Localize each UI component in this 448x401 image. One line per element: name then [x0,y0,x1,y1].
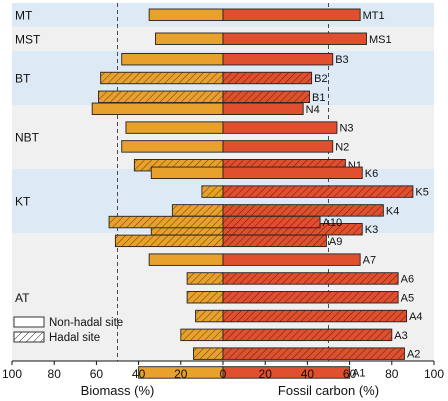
bar-fossil-a6 [222,272,399,285]
bar-biomass-n4 [91,102,224,116]
x-tick-label: 100 [2,367,22,381]
bar-label-a7: A7 [363,255,376,267]
legend-swatch-hadal [13,331,45,343]
legend-swatch-non-hadal [13,316,45,328]
bar-fossil-a9 [222,234,327,248]
bar-label-k3: K3 [365,224,378,236]
bar-biomass-a5 [186,291,224,304]
x-tick-label: 80 [48,367,62,381]
bar-biomass-b3 [121,53,224,66]
group-label-at: AT [15,291,30,305]
bar-fossil-b2 [222,71,313,85]
bar-label-a2: A2 [407,349,420,361]
bars: MT1MS1B3B2B1N4N3N2N1K6K5K4K3A10A9A7A6A5A… [91,8,429,379]
bar-label-n4: N4 [306,104,320,116]
group-label-mst: MST [15,32,41,46]
bar-fossil-n2 [222,140,334,153]
bar-fossil-a4 [222,309,408,323]
bar-fossil-k6 [222,166,363,180]
x-tick-label: 80 [385,367,399,381]
bar-biomass-k5 [201,185,224,198]
bar-biomass-a9 [114,234,224,248]
bar-fossil-a7 [222,253,361,266]
bar-fossil-n4 [222,102,304,116]
x-tick-label: 20 [259,367,273,381]
x-axis-label-left: Biomass (%) [81,383,155,398]
bar-fossil-b3 [222,53,334,66]
bar-label-a6: A6 [401,273,414,285]
group-label-bt: BT [15,72,31,86]
bar-biomass-a3 [180,328,224,342]
group-label-nbt: NBT [15,131,40,145]
x-tick-label: 40 [132,367,146,381]
bar-fossil-a3 [222,328,393,342]
x-tick-label: 100 [424,367,444,381]
bar-fossil-n3 [222,121,338,134]
x-tick-label: 40 [301,367,315,381]
bar-label-mt1: MT1 [363,10,385,22]
band-nbt [12,105,434,169]
bar-label-b3: B3 [335,54,348,66]
bar-fossil-b1 [222,90,310,104]
bar-label-b2: B2 [314,73,327,85]
group-label-kt: KT [15,195,31,209]
x-tick-label: 60 [343,367,357,381]
bar-biomass-n3 [125,121,224,134]
bar-fossil-a1 [222,366,351,379]
bar-biomass-k6 [150,166,224,180]
x-axis-label-right: Fossil carbon (%) [278,383,379,398]
bar-label-n2: N2 [335,141,349,153]
x-tick-label: 0 [220,367,227,381]
bar-label-k5: K5 [415,187,428,199]
legend-label-non-hadal: Non-hadal site [49,317,123,329]
bar-label-k4: K4 [386,205,399,217]
bar-label-b1: B1 [312,92,325,104]
bar-label-a10: A10 [323,217,343,229]
group-label-mt: MT [15,8,33,22]
bar-biomass-a2 [193,347,224,360]
bar-biomass-a7 [148,253,224,266]
bar-biomass-b2 [100,71,224,85]
bar-label-a1: A1 [352,367,365,379]
bar-fossil-mt1 [222,8,361,21]
bar-biomass-a6 [186,272,224,285]
bar-fossil-k4 [222,204,384,217]
x-axis: 100 80 60 40 20 0 20 40 60 80 100 Biomass (%) Fossil… [2,360,444,398]
legend-label-hadal: Hadal site [49,332,100,344]
bar-label-a3: A3 [394,330,407,342]
bar-fossil-a5 [222,291,399,304]
bar-fossil-a10 [222,215,321,229]
bar-biomass-ms1 [155,32,224,45]
bar-biomass-k4 [171,204,224,217]
x-tick-label: 60 [90,367,104,381]
bar-label-ms1: MS1 [369,34,392,46]
bar-label-a5: A5 [401,292,414,304]
group-labels: MT MST BT NBT KT AT [15,8,41,305]
legend: Non-hadal site Hadal site [13,316,123,344]
bar-label-k6: K6 [365,168,378,180]
bar-label-a9: A9 [329,236,342,248]
bar-biomass-b1 [98,90,224,104]
bar-biomass-n2 [121,140,224,153]
bar-fossil-k5 [222,185,414,198]
bar-biomass-a4 [195,309,224,323]
bar-label-a4: A4 [409,311,422,323]
bar-fossil-ms1 [222,32,367,45]
x-tick-label: 20 [174,367,188,381]
bar-fossil-a2 [222,347,405,360]
bar-biomass-a10 [108,215,224,229]
bar-biomass-mt1 [148,8,224,21]
bar-label-n3: N3 [339,123,353,135]
